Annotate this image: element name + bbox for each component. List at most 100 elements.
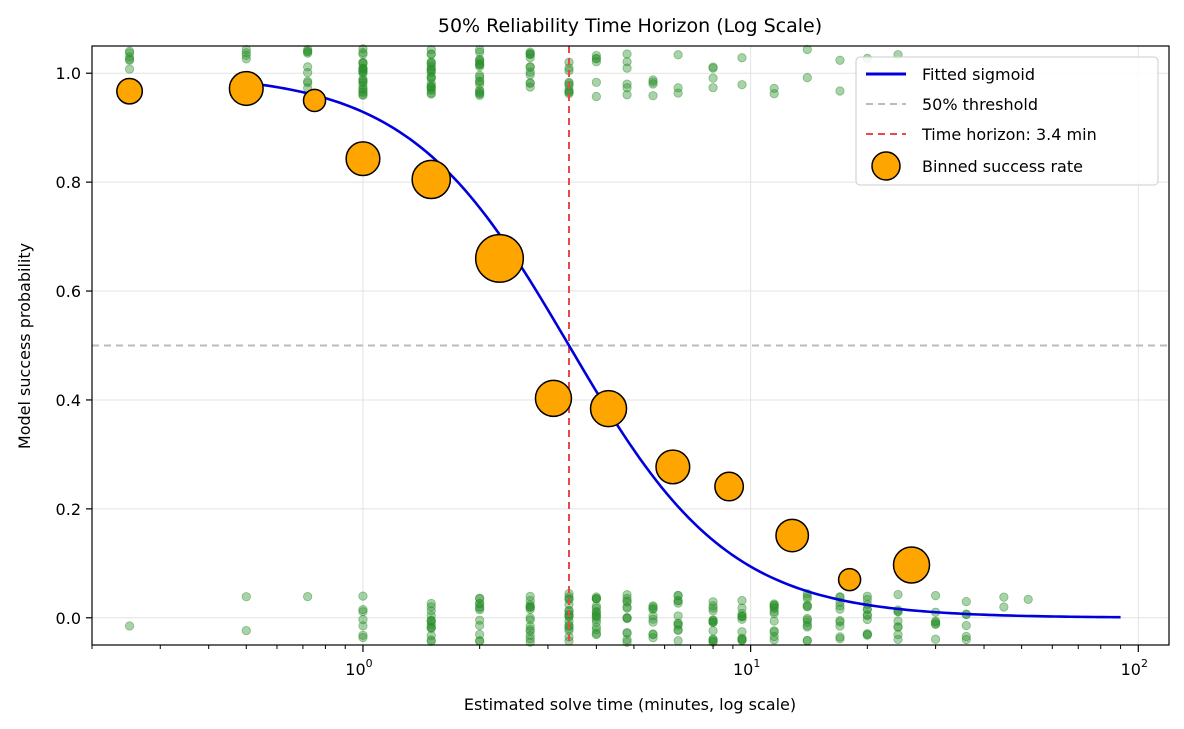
binned-point <box>534 379 573 418</box>
binned-point <box>837 567 862 592</box>
raw-point-failure <box>622 613 632 623</box>
raw-point-failure <box>802 601 812 612</box>
raw-point-failure <box>769 635 779 645</box>
sigmoid-curve <box>246 81 1121 619</box>
raw-point-failure <box>769 600 779 610</box>
raw-point-failure <box>708 597 718 607</box>
raw-point-failure <box>303 592 313 602</box>
raw-point-failure <box>931 617 941 627</box>
raw-point-failure <box>673 595 683 606</box>
raw-point-failure <box>862 630 872 640</box>
raw-point-failure <box>708 615 718 625</box>
plot-frame <box>91 45 1170 646</box>
raw-point-success <box>475 87 485 97</box>
raw-point-success <box>708 62 718 72</box>
raw-point-failure <box>648 629 658 639</box>
raw-point-failure <box>835 601 845 611</box>
raw-point-failure <box>591 628 601 638</box>
raw-point-failure <box>893 629 903 640</box>
raw-point-failure <box>961 596 971 607</box>
raw-point-success <box>303 68 313 78</box>
raw-point-success <box>802 73 812 83</box>
raw-point-failure <box>862 594 872 605</box>
reference-lines <box>92 46 1169 645</box>
binned-point <box>775 518 810 553</box>
binned-point <box>655 449 691 485</box>
raw-point-failure <box>835 615 845 626</box>
raw-point-failure <box>737 596 747 606</box>
raw-point-failure <box>737 603 747 613</box>
raw-point-failure <box>475 594 485 604</box>
raw-point-failure <box>802 635 812 646</box>
raw-point-failure <box>862 591 872 601</box>
raw-point-failure <box>426 602 436 612</box>
binned-point <box>116 77 144 105</box>
raw-point-success <box>358 86 368 97</box>
raw-point-failure <box>525 602 535 612</box>
raw-point-failure <box>475 636 485 646</box>
raw-point-failure <box>802 621 812 631</box>
raw-point-failure <box>999 602 1009 612</box>
raw-point-success <box>622 49 632 59</box>
raw-point-success <box>622 83 632 93</box>
raw-point-success <box>475 55 485 65</box>
raw-point-success <box>525 78 535 88</box>
raw-point-failure <box>124 621 135 631</box>
raw-point-success <box>648 91 658 101</box>
raw-point-success <box>622 57 632 67</box>
binned-point <box>411 159 452 200</box>
raw-point-failure <box>426 636 436 647</box>
raw-point-failure <box>525 615 535 625</box>
raw-point-failure <box>673 611 683 621</box>
raw-point-failure <box>708 636 718 646</box>
raw-point-success <box>475 79 485 89</box>
raw-point-success <box>426 59 436 69</box>
raw-point-success <box>426 73 436 83</box>
raw-point-failure <box>525 621 535 631</box>
raw-point-failure <box>769 603 779 613</box>
raw-point-success <box>673 88 683 98</box>
raw-point-failure <box>525 591 535 601</box>
chart-title: 50% Reliability Time Horizon (Log Scale) <box>438 15 822 37</box>
raw-point-success <box>525 48 535 59</box>
raw-point-failure <box>525 624 535 635</box>
raw-point-success <box>591 77 601 87</box>
y-tick-label: 0.2 <box>56 500 81 519</box>
raw-point-failure <box>622 627 632 638</box>
raw-point-failure <box>835 604 845 614</box>
binned-points <box>116 70 931 592</box>
raw-point-failure <box>622 596 632 606</box>
raw-point-success <box>769 89 779 99</box>
y-tick-label: 0.8 <box>56 173 81 192</box>
y-axis-label: Model success probability <box>15 243 34 449</box>
raw-point-failure <box>708 603 718 613</box>
raw-point-failure <box>622 593 632 603</box>
raw-point-success <box>737 53 747 63</box>
raw-point-failure <box>426 623 436 633</box>
raw-point-success <box>426 89 436 99</box>
raw-point-success <box>591 50 601 61</box>
raw-point-failure <box>591 622 601 632</box>
raw-point-success <box>358 57 368 67</box>
raw-point-success <box>124 54 135 64</box>
y-tick-label: 0.0 <box>56 609 81 628</box>
raw-point-success <box>673 50 683 60</box>
raw-point-success <box>426 45 436 55</box>
binned-point <box>589 389 628 428</box>
raw-point-success <box>769 83 779 93</box>
raw-point-failure <box>648 617 658 627</box>
legend-label-horizon: Time horizon: 3.4 min <box>921 125 1097 144</box>
raw-point-failure <box>475 605 485 615</box>
raw-point-failure <box>525 634 535 644</box>
raw-point-success <box>622 90 632 100</box>
raw-point-failure <box>648 604 658 614</box>
raw-point-success <box>802 44 812 55</box>
raw-point-failure <box>358 621 368 631</box>
raw-point-success <box>475 45 485 55</box>
raw-point-failure <box>737 635 747 645</box>
raw-point-success <box>241 50 251 60</box>
raw-point-success <box>241 48 251 58</box>
raw-point-failure <box>673 636 683 646</box>
raw-point-success <box>737 80 747 90</box>
